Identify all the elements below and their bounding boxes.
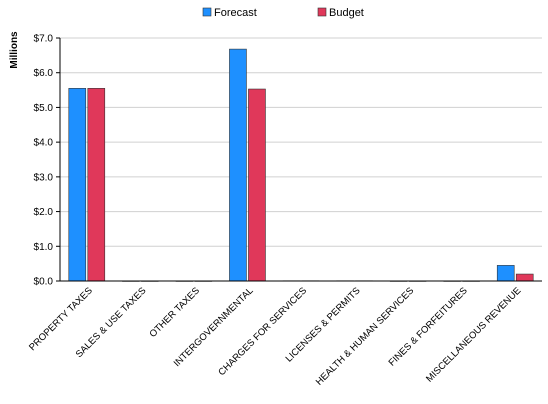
y-tick-label: $4.0 (34, 138, 54, 149)
bar-forecast-8 (496, 265, 515, 282)
legend-swatch-budget (317, 7, 327, 17)
legend-label-forecast: Forecast (214, 7, 257, 19)
legend-label-budget: Budget (329, 7, 364, 19)
x-tick-label: HEALTH & HUMAN SERVICES (314, 285, 416, 387)
bar-budget-8 (515, 273, 534, 282)
y-tick-label: $5.0 (34, 103, 54, 114)
x-tick-label: MISCELLANEOUS REVENUE (424, 285, 523, 384)
bar-forecast-0 (68, 88, 87, 282)
bar-budget-0 (87, 88, 106, 282)
y-tick-label: $7.0 (34, 34, 54, 45)
x-tick-label: OTHER TAXES (147, 285, 202, 340)
legend: Forecast Budget (202, 7, 364, 19)
y-axis-label: Millions (9, 31, 20, 69)
y-tick-label: $6.0 (34, 68, 54, 79)
y-tick-label: $3.0 (34, 172, 54, 183)
y-tick-label: $0.0 (34, 277, 54, 288)
legend-swatch-forecast (202, 7, 212, 17)
bar-budget-3 (248, 88, 266, 282)
y-tick-label: $1.0 (34, 242, 54, 253)
y-tick-label: $2.0 (34, 207, 54, 218)
y-axis-ticks: $0.0 $1.0 $2.0 $3.0 $4.0 $5.0 $6.0 $7.0 (34, 34, 60, 288)
x-tick-label: CHARGES FOR SERVICES (216, 285, 309, 378)
bar-forecast-3 (229, 48, 247, 282)
axes (59, 38, 542, 282)
gridlines (60, 37, 542, 282)
